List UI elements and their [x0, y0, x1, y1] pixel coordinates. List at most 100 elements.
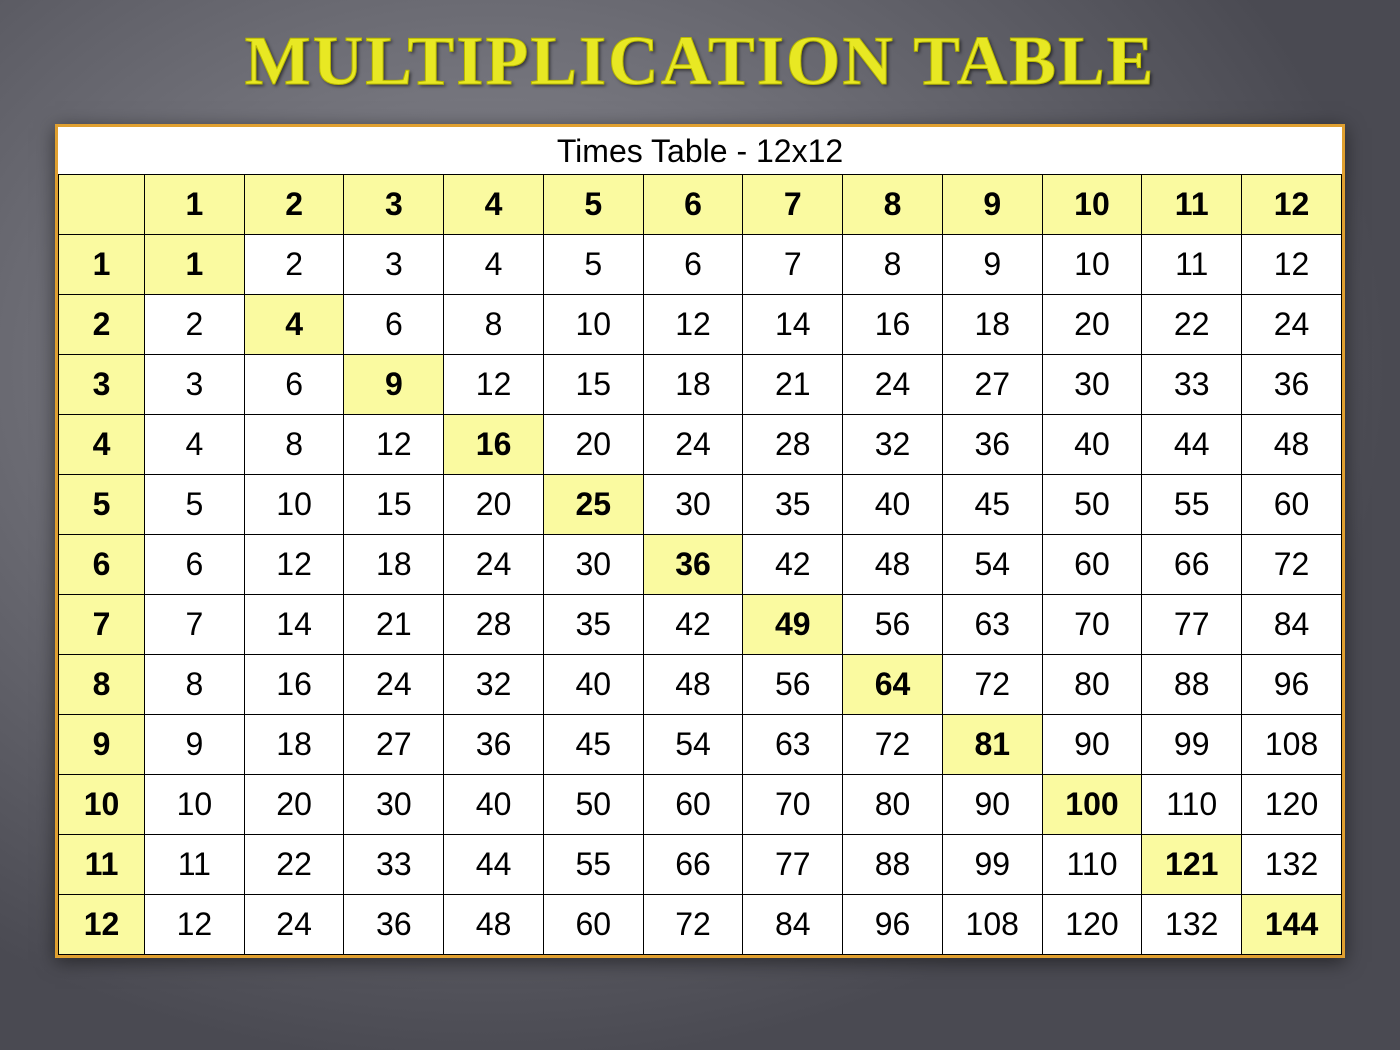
table-cell: 81 [942, 715, 1042, 775]
table-cell: 27 [942, 355, 1042, 415]
table-cell: 48 [1242, 415, 1342, 475]
table-cell: 60 [1242, 475, 1342, 535]
table-cell: 9 [344, 355, 444, 415]
row-header: 2 [59, 295, 145, 355]
table-cell: 70 [743, 775, 843, 835]
table-cell: 8 [843, 235, 943, 295]
col-header: 3 [344, 175, 444, 235]
table-cell: 12 [244, 535, 344, 595]
table-cell: 72 [643, 895, 743, 955]
table-cell: 20 [543, 415, 643, 475]
col-header: 9 [942, 175, 1042, 235]
table-cell: 30 [1042, 355, 1142, 415]
table-cell: 45 [942, 475, 1042, 535]
table-row: 11112233445566778899110121132 [59, 835, 1342, 895]
table-cell: 60 [1042, 535, 1142, 595]
table-cell: 80 [1042, 655, 1142, 715]
table-caption: Times Table - 12x12 [58, 127, 1342, 174]
table-cell: 60 [643, 775, 743, 835]
col-header: 7 [743, 175, 843, 235]
table-cell: 110 [1042, 835, 1142, 895]
table-cell: 18 [643, 355, 743, 415]
table-cell: 54 [942, 535, 1042, 595]
table-row: 44812162024283236404448 [59, 415, 1342, 475]
table-row: 10102030405060708090100110120 [59, 775, 1342, 835]
table-cell: 36 [444, 715, 544, 775]
table-cell: 12 [643, 295, 743, 355]
table-row: 551015202530354045505560 [59, 475, 1342, 535]
table-cell: 24 [843, 355, 943, 415]
table-cell: 63 [942, 595, 1042, 655]
table-cell: 11 [1142, 235, 1242, 295]
table-cell: 55 [1142, 475, 1242, 535]
table-cell: 36 [1242, 355, 1342, 415]
row-header: 8 [59, 655, 145, 715]
table-cell: 35 [743, 475, 843, 535]
table-cell: 121 [1142, 835, 1242, 895]
table-cell: 77 [743, 835, 843, 895]
table-cell: 132 [1142, 895, 1242, 955]
table-cell: 8 [444, 295, 544, 355]
table-cell: 32 [444, 655, 544, 715]
table-cell: 44 [444, 835, 544, 895]
table-cell: 88 [1142, 655, 1242, 715]
table-cell: 6 [145, 535, 245, 595]
col-header: 4 [444, 175, 544, 235]
table-cell: 70 [1042, 595, 1142, 655]
table-cell: 28 [444, 595, 544, 655]
table-cell: 100 [1042, 775, 1142, 835]
table-cell: 8 [244, 415, 344, 475]
table-cell: 24 [643, 415, 743, 475]
table-cell: 54 [643, 715, 743, 775]
table-cell: 45 [543, 715, 643, 775]
table-cell: 42 [743, 535, 843, 595]
table-cell: 21 [743, 355, 843, 415]
table-row: 881624324048566472808896 [59, 655, 1342, 715]
table-cell: 6 [344, 295, 444, 355]
table-cell: 90 [942, 775, 1042, 835]
table-cell: 60 [543, 895, 643, 955]
table-cell: 2 [244, 235, 344, 295]
table-cell: 3 [145, 355, 245, 415]
col-header: 12 [1242, 175, 1342, 235]
table-cell: 90 [1042, 715, 1142, 775]
table-cell: 6 [643, 235, 743, 295]
table-cell: 22 [244, 835, 344, 895]
col-header: 5 [543, 175, 643, 235]
col-header: 11 [1142, 175, 1242, 235]
table-cell: 27 [344, 715, 444, 775]
table-row: 9918273645546372819099108 [59, 715, 1342, 775]
table-cell: 24 [344, 655, 444, 715]
table-cell: 49 [743, 595, 843, 655]
row-header: 7 [59, 595, 145, 655]
table-cell: 108 [1242, 715, 1342, 775]
table-cell: 84 [743, 895, 843, 955]
table-cell: 33 [344, 835, 444, 895]
table-cell: 32 [843, 415, 943, 475]
table-cell: 40 [444, 775, 544, 835]
table-cell: 72 [942, 655, 1042, 715]
table-cell: 10 [543, 295, 643, 355]
table-cell: 36 [643, 535, 743, 595]
table-cell: 40 [1042, 415, 1142, 475]
row-header: 4 [59, 415, 145, 475]
row-header: 3 [59, 355, 145, 415]
table-cell: 48 [643, 655, 743, 715]
table-cell: 50 [1042, 475, 1142, 535]
table-cell: 7 [145, 595, 245, 655]
table-cell: 42 [643, 595, 743, 655]
table-cell: 22 [1142, 295, 1242, 355]
table-cell: 3 [344, 235, 444, 295]
table-cell: 120 [1042, 895, 1142, 955]
col-header: 8 [843, 175, 943, 235]
page-title: MULTIPLICATION TABLE [245, 22, 1156, 102]
table-cell: 99 [1142, 715, 1242, 775]
table-cell: 15 [344, 475, 444, 535]
table-cell: 5 [145, 475, 245, 535]
table-cell: 36 [942, 415, 1042, 475]
row-header: 1 [59, 235, 145, 295]
table-cell: 4 [244, 295, 344, 355]
row-header: 12 [59, 895, 145, 955]
table-cell: 99 [942, 835, 1042, 895]
col-header: 6 [643, 175, 743, 235]
